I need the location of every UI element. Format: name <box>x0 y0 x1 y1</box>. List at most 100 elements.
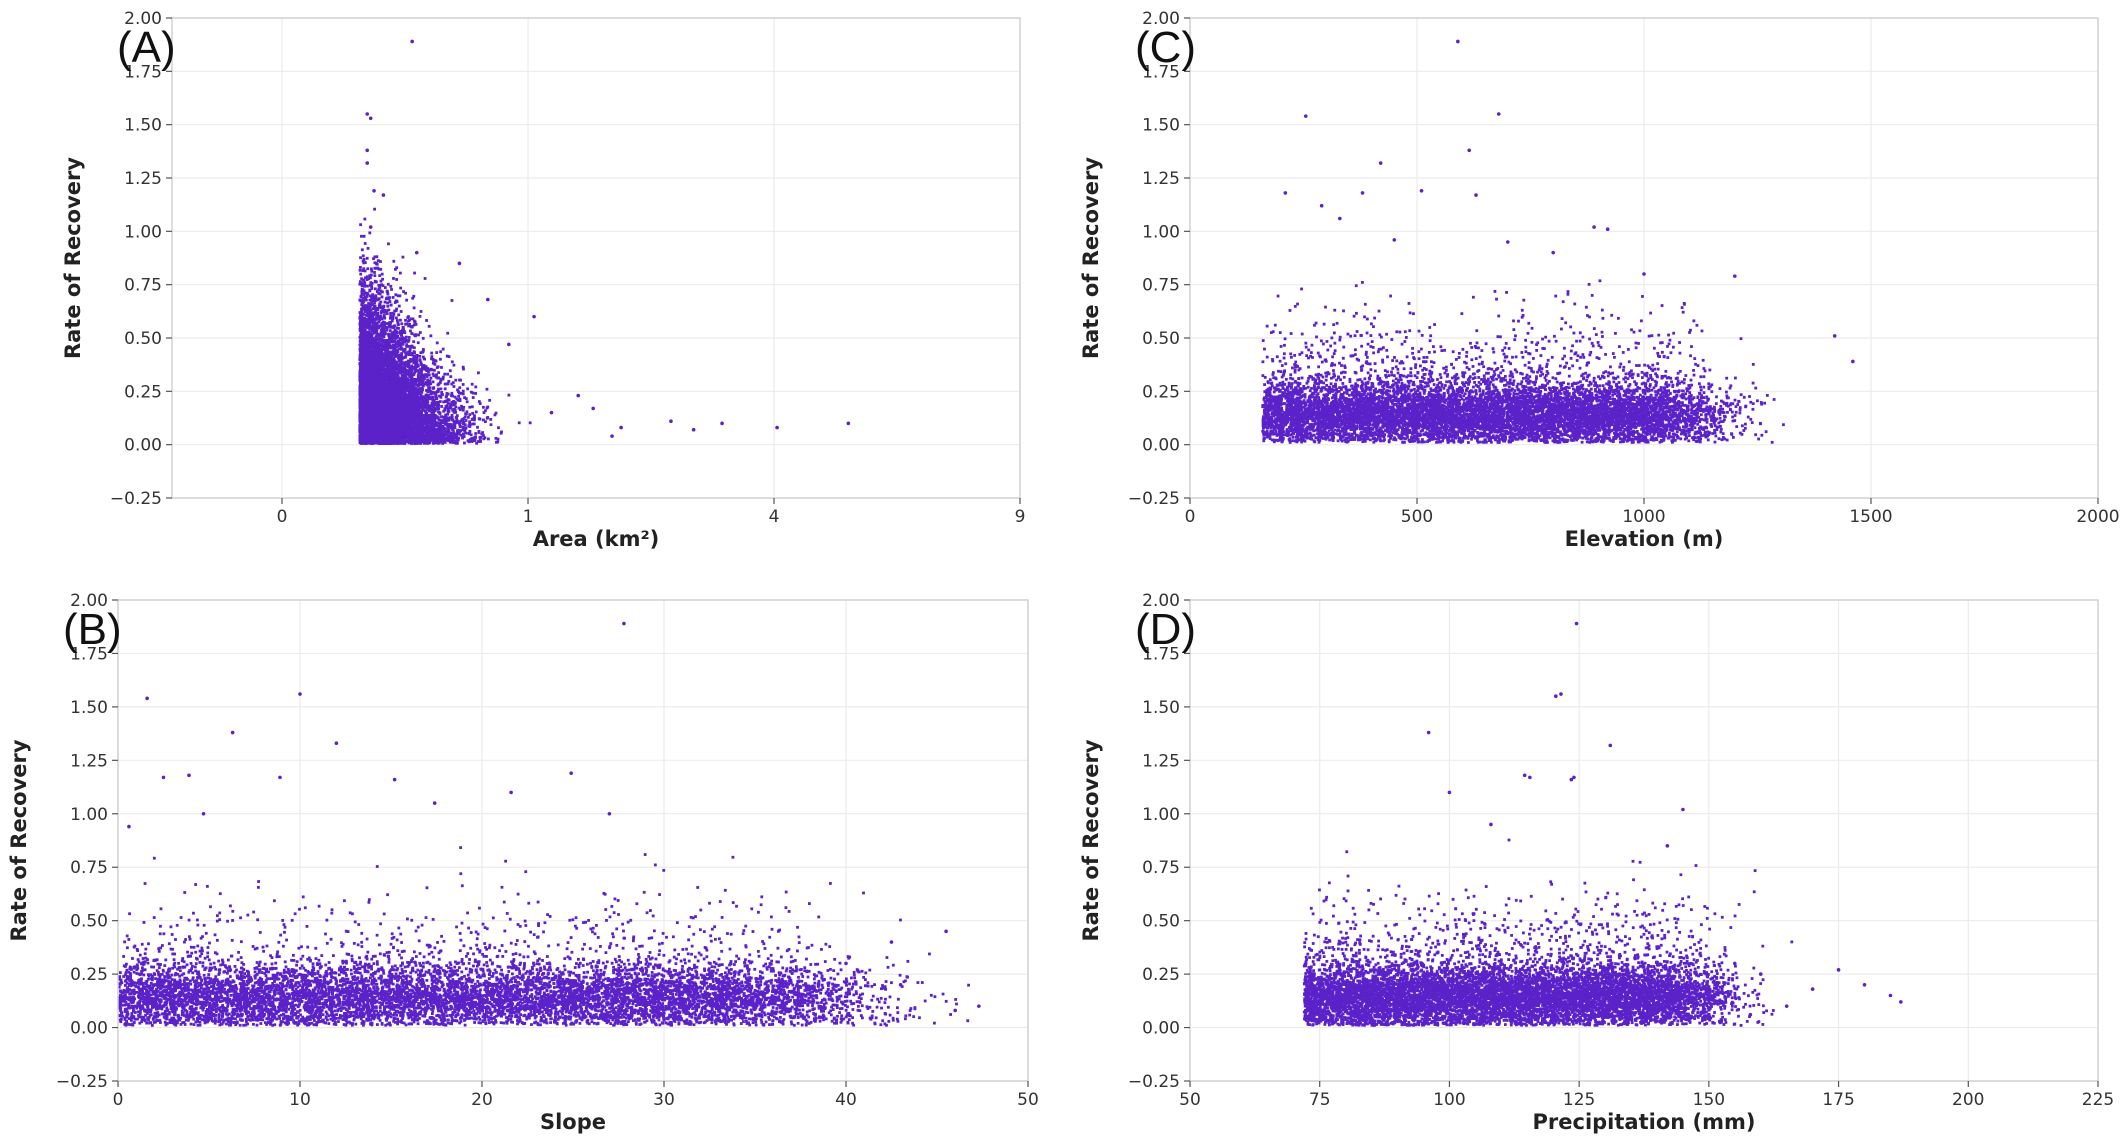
scatter-point <box>497 426 500 430</box>
scatter-point <box>360 284 364 287</box>
scatter-point <box>421 386 424 390</box>
scatter-point <box>388 369 392 373</box>
scatter-point <box>440 415 444 419</box>
scatter-points <box>358 39 851 445</box>
scatter-point <box>472 422 476 426</box>
scatter-point <box>450 391 454 395</box>
scatter-point <box>360 234 363 238</box>
scatter-point <box>397 313 401 317</box>
scatter-point <box>419 396 423 399</box>
scatter-point <box>412 323 416 327</box>
scatter-point <box>415 413 419 417</box>
scatter-point <box>414 400 418 403</box>
scatter-point <box>481 405 485 409</box>
scatter-point <box>446 431 450 435</box>
scatter-point <box>431 357 435 361</box>
scatter-point <box>360 292 364 296</box>
scatter-point <box>395 352 399 356</box>
scatter-point <box>388 329 392 333</box>
scatter-point <box>366 246 370 250</box>
scatter-point <box>389 350 393 354</box>
scatter-point <box>361 296 365 300</box>
scatter-point <box>403 374 406 378</box>
scatter-point <box>418 368 422 371</box>
scatter-point <box>424 373 428 377</box>
scatter-point <box>427 386 430 389</box>
scatter-point <box>405 362 409 366</box>
scatter-point <box>408 420 411 424</box>
scatter-point <box>390 288 393 291</box>
scatter-point <box>453 401 457 404</box>
scatter-point <box>385 312 389 316</box>
scatter-point <box>377 287 381 291</box>
scatter-point <box>421 384 425 388</box>
scatter-point <box>463 423 467 427</box>
scatter-point <box>407 324 410 328</box>
scatter-point <box>461 383 465 386</box>
scatter-point <box>379 314 383 318</box>
scatter-point <box>488 398 492 402</box>
scatter-point <box>414 322 418 326</box>
scatter-point <box>457 432 461 436</box>
scatter-point <box>360 290 364 294</box>
scatter-point <box>390 374 394 378</box>
scatter-point <box>494 411 498 415</box>
scatter-point <box>409 358 412 361</box>
scatter-point <box>358 280 362 283</box>
scatter-point <box>413 271 416 275</box>
scatter-point <box>373 255 377 259</box>
scatter-point <box>382 329 386 333</box>
scatter-point <box>465 412 468 416</box>
scatter-point <box>361 282 365 286</box>
scatter-point <box>430 422 433 426</box>
scatter-point <box>404 322 407 326</box>
scatter-point <box>416 374 420 377</box>
scatter-point <box>369 276 372 280</box>
scatter-point <box>366 267 370 271</box>
scatter-point <box>368 288 372 292</box>
scatter-point <box>399 371 403 375</box>
scatter-point <box>438 423 442 427</box>
scatter-point <box>446 409 450 413</box>
scatter-point <box>528 421 532 425</box>
scatter-point <box>445 354 449 358</box>
scatter-point <box>370 287 374 290</box>
scatter-point <box>413 354 417 358</box>
scatter-point <box>450 394 453 397</box>
scatter-point <box>450 360 454 364</box>
scatter-point <box>447 418 451 422</box>
scatter-point <box>386 301 390 305</box>
scatter-point <box>373 271 376 274</box>
scatter-point <box>387 297 391 301</box>
scatter-point <box>485 387 489 391</box>
scatter-point <box>456 388 459 392</box>
scatter-point <box>450 413 454 417</box>
scatter-point <box>489 423 493 427</box>
scatter-point <box>454 439 457 443</box>
scatter-point <box>458 386 462 390</box>
scatter-point <box>455 432 458 436</box>
scatter-point <box>401 326 405 329</box>
scatter-point <box>461 428 465 431</box>
scatter-point <box>383 316 387 320</box>
scatter-point <box>369 340 373 344</box>
scatter-point <box>433 429 437 433</box>
scatter-point <box>431 372 435 376</box>
scatter-point <box>418 331 422 334</box>
scatter-point <box>426 378 429 382</box>
scatter-point <box>400 352 404 355</box>
scatter-point <box>429 334 433 338</box>
scatter-point <box>407 345 411 348</box>
scatter-point <box>405 343 409 347</box>
panel-a: 0 1 4 9−0.250.000.250.500.751.001.251.501.7… <box>61 9 1025 551</box>
scatter-point <box>363 242 367 245</box>
scatter-point <box>374 287 377 291</box>
scatter-point <box>431 380 435 384</box>
scatter-point <box>457 394 461 398</box>
scatter-point <box>450 299 454 302</box>
scatter-point <box>446 434 450 438</box>
scatter-point <box>446 412 450 416</box>
scatter-point <box>417 407 421 411</box>
scatter-point <box>417 333 420 337</box>
